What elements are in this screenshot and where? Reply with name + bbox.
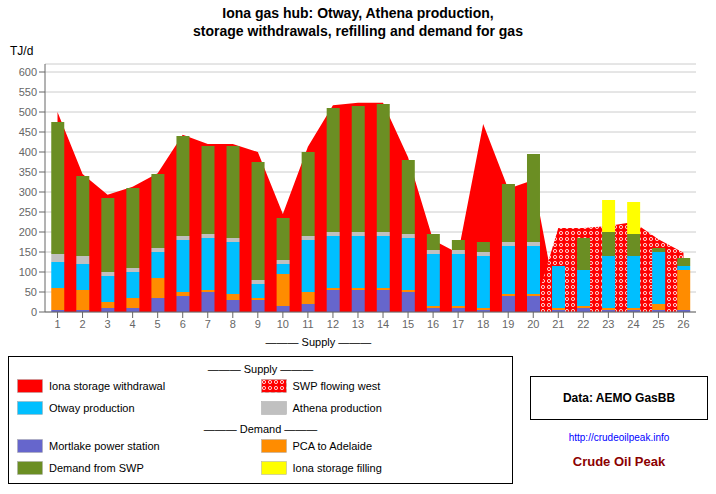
html-text:——— Supply ———: ——— Supply ——— bbox=[265, 336, 372, 348]
html-text:——— Supply ———: ——— Supply ——— bbox=[207, 363, 314, 375]
html-text:Iona gas hub: Otway, Athena pr: Iona gas hub: Otway, Athena production, bbox=[222, 5, 494, 21]
svg-text:200: 200 bbox=[19, 226, 37, 238]
svg-text:450: 450 bbox=[19, 126, 37, 138]
svg-text:50: 50 bbox=[25, 286, 37, 298]
html-text:Otway production: Otway production bbox=[49, 402, 135, 414]
html-text:Demand from SWP: Demand from SWP bbox=[49, 462, 144, 474]
html-text:Iona storage withdrawal: Iona storage withdrawal bbox=[49, 380, 166, 392]
svg-text:2: 2 bbox=[79, 318, 85, 330]
svg-text:24: 24 bbox=[627, 318, 639, 330]
svg-text:23: 23 bbox=[602, 318, 614, 330]
svg-text:26: 26 bbox=[677, 318, 689, 330]
svg-text:9: 9 bbox=[255, 318, 261, 330]
svg-text:100: 100 bbox=[19, 266, 37, 278]
svg-text:1: 1 bbox=[54, 318, 60, 330]
svg-text:350: 350 bbox=[19, 166, 37, 178]
svg-text:21: 21 bbox=[552, 318, 564, 330]
svg-text:400: 400 bbox=[19, 146, 37, 158]
svg-text:300: 300 bbox=[19, 186, 37, 198]
svg-text:4: 4 bbox=[130, 318, 136, 330]
svg-text:3: 3 bbox=[105, 318, 111, 330]
svg-text:5: 5 bbox=[155, 318, 161, 330]
svg-text:0: 0 bbox=[31, 306, 37, 318]
html-text:PCA to Adelaide: PCA to Adelaide bbox=[292, 440, 372, 452]
html-text:Athena production: Athena production bbox=[292, 402, 382, 414]
svg-text:6: 6 bbox=[180, 318, 186, 330]
svg-text:25: 25 bbox=[652, 318, 664, 330]
html-text:storage withdrawals, refilling: storage withdrawals, refilling and deman… bbox=[193, 23, 523, 39]
svg-text:12: 12 bbox=[327, 318, 339, 330]
svg-text:8: 8 bbox=[230, 318, 236, 330]
svg-text:16: 16 bbox=[427, 318, 439, 330]
html-text:SWP flowing west: SWP flowing west bbox=[292, 380, 381, 392]
html-text:Data: AEMO GasBB: Data: AEMO GasBB bbox=[562, 391, 676, 405]
svg-text:17: 17 bbox=[452, 318, 464, 330]
svg-text:500: 500 bbox=[19, 106, 37, 118]
html-text:——— Demand ———: ——— Demand ——— bbox=[203, 423, 318, 435]
svg-text:14: 14 bbox=[377, 318, 389, 330]
svg-text:20: 20 bbox=[527, 318, 539, 330]
svg-text:18: 18 bbox=[477, 318, 489, 330]
html-text:Crude Oil Peak: Crude Oil Peak bbox=[572, 454, 666, 469]
svg-text:13: 13 bbox=[352, 318, 364, 330]
html-text:TJ/d: TJ/d bbox=[10, 44, 34, 58]
svg-text:19: 19 bbox=[502, 318, 514, 330]
svg-text:10: 10 bbox=[277, 318, 289, 330]
html-text:Iona storage filling: Iona storage filling bbox=[292, 462, 382, 474]
svg-text:550: 550 bbox=[19, 86, 37, 98]
html-text:Mortlake power station: Mortlake power station bbox=[49, 440, 160, 452]
svg-text:150: 150 bbox=[19, 246, 37, 258]
svg-text:600: 600 bbox=[19, 66, 37, 78]
svg-text:11: 11 bbox=[302, 318, 313, 330]
svg-text:22: 22 bbox=[577, 318, 589, 330]
svg-text:250: 250 bbox=[19, 206, 37, 218]
svg-text:15: 15 bbox=[402, 318, 414, 330]
svg-text:7: 7 bbox=[205, 318, 211, 330]
html-text:http://crudeoilpeak.info: http://crudeoilpeak.info bbox=[568, 432, 670, 443]
